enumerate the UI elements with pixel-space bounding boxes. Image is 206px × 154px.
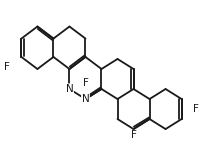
Text: F: F [82,78,88,88]
Text: F: F [4,62,9,72]
Text: N: N [81,94,89,104]
Text: N: N [65,84,73,94]
Text: F: F [193,104,198,114]
Text: F: F [130,130,136,140]
